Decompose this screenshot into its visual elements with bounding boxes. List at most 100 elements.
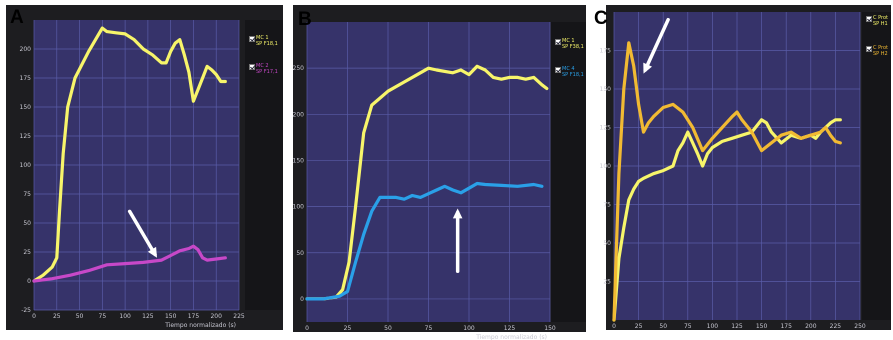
- legend-checkbox-b1[interactable]: [555, 39, 561, 45]
- series-line-1: [305, 64, 549, 301]
- panel-label-a: A: [10, 7, 24, 28]
- y-tick-label: 75: [23, 191, 31, 198]
- y-tick-label: 200: [20, 46, 32, 53]
- series-line-1: [32, 26, 227, 283]
- legend-series-sub: SP H2: [873, 51, 888, 57]
- y-tick-label: 150: [20, 104, 32, 111]
- legend-entry-c1: C Prot SP H1: [873, 15, 888, 27]
- legend-series-sub: SP F17,1: [256, 69, 278, 75]
- y-tick-label: 75: [603, 202, 611, 209]
- x-tick-label: 50: [659, 323, 667, 330]
- legend-area: [862, 12, 891, 320]
- legend-series-sub: SP F38,1: [562, 44, 584, 50]
- x-tick-label: 200: [805, 323, 817, 330]
- legend-entry-c2: C Prot SP H2: [873, 45, 888, 57]
- x-tick-label: 25: [635, 323, 643, 330]
- x-tick-label: 150: [544, 325, 556, 332]
- series-line-2: [612, 41, 842, 322]
- legend-series-name: C Prot: [873, 45, 888, 51]
- arrow-head: [147, 246, 157, 258]
- y-tick-label: 25: [603, 279, 611, 286]
- x-tick-label: 125: [731, 323, 743, 330]
- x-tick-label: 75: [425, 325, 433, 332]
- legend-series-name: MC 4: [562, 66, 575, 72]
- chart-a-svg: 0 25 50 75 100 125 150 175 200 225-25025507510012…: [6, 5, 283, 330]
- y-tick-label: 150: [600, 86, 612, 93]
- y-tick-label: 150: [293, 157, 304, 164]
- y-tick-label: 25: [23, 249, 31, 256]
- y-tick-label: 50: [23, 220, 31, 227]
- chart-panel-c: 0 25 50 75 100 125 150 175 200 225 250 25 50 75 100 125…: [590, 0, 893, 340]
- x-axis-label: Tiempo normalizado (s): [475, 334, 547, 340]
- legend-checkbox-a2[interactable]: [249, 64, 255, 70]
- x-tick-label: 25: [53, 313, 61, 320]
- x-tick-label: 250: [854, 323, 866, 330]
- x-tick-label: 150: [756, 323, 768, 330]
- legend-series-name: MC 2: [256, 63, 269, 69]
- x-axis-label: Tiempo normalizado (s): [164, 322, 236, 329]
- x-tick-label: 175: [780, 323, 792, 330]
- arrow-head: [643, 62, 652, 74]
- x-tick-label: 75: [99, 313, 107, 320]
- legend-series-name: C Prot: [873, 15, 888, 21]
- legend-series-sub: SP F18,1: [256, 41, 278, 47]
- x-tick-label: 150: [165, 313, 177, 320]
- arrow-shaft: [643, 17, 670, 72]
- legend-checkbox-b2[interactable]: [555, 67, 561, 73]
- y-tick-label: 175: [600, 48, 612, 55]
- x-tick-label: 125: [142, 313, 154, 320]
- x-tick-label: 100: [463, 325, 475, 332]
- y-tick-label: 0: [300, 296, 304, 303]
- panel-label-b: B: [298, 9, 312, 30]
- y-tick-label: 125: [20, 133, 32, 140]
- legend-entry-b2: MC 4 SP F18,1: [562, 66, 584, 78]
- x-tick-label: 225: [233, 313, 245, 320]
- legend-checkbox-a1[interactable]: [249, 36, 255, 42]
- panel-label-c: C: [594, 8, 608, 29]
- chart-panel-a: 0 25 50 75 100 125 150 175 200 225 -25 0 25 50 75 100 12…: [0, 0, 293, 340]
- legend-entry-a1: MC 1 SP F18,1: [256, 35, 278, 47]
- x-tick-label: 25: [344, 325, 352, 332]
- series-line-2: [305, 181, 544, 301]
- y-tick-label: 100: [20, 162, 32, 169]
- y-tick-label: 125: [600, 125, 612, 132]
- x-tick-label: 175: [188, 313, 200, 320]
- arrow-shaft: [127, 209, 157, 257]
- series-line-2: [32, 244, 227, 283]
- legend-series-name: MC 1: [256, 35, 269, 41]
- x-tick-label: 125: [504, 325, 516, 332]
- legend-entry-a2: MC 2 SP F17,1: [256, 63, 278, 75]
- x-tick-label: 100: [707, 323, 719, 330]
- legend-entry-b1: MC 1 SP F38,1: [562, 38, 584, 50]
- x-tick-label: 0: [305, 325, 309, 332]
- annotation-arrow: [452, 208, 463, 273]
- annotation-arrow: [127, 209, 157, 258]
- legend-checkbox-c1[interactable]: [866, 16, 872, 22]
- arrow-head: [452, 208, 463, 219]
- x-tick-label: 100: [119, 313, 131, 320]
- y-tick-label: 250: [293, 65, 304, 72]
- y-tick-label: 50: [603, 240, 611, 247]
- x-tick-label: 0: [32, 313, 36, 320]
- y-tick-label: 0: [27, 278, 31, 285]
- x-tick-label: 50: [384, 325, 392, 332]
- y-tick-label: 100: [600, 163, 612, 170]
- y-tick-label: 100: [293, 204, 304, 211]
- x-tick-label: 200: [210, 313, 222, 320]
- y-tick-label: 175: [20, 75, 32, 82]
- x-tick-label: 0: [612, 323, 616, 330]
- annotation-arrow: [643, 17, 670, 74]
- chart-b-svg: 0 25 50 75 100 125 150 0 50 100 150 200 250 Tiempo no…: [293, 5, 586, 340]
- legend-checkbox-c2[interactable]: [866, 46, 872, 52]
- x-tick-label: 75: [684, 323, 692, 330]
- legend-series-sub: SP H1: [873, 21, 888, 27]
- y-tick-label: 50: [296, 250, 304, 257]
- y-tick-label: 200: [293, 111, 304, 118]
- x-tick-label: 50: [76, 313, 84, 320]
- chart-panel-b: 0 25 50 75 100 125 150 0 50 100 150 200 250 Tiempo no…: [293, 0, 590, 340]
- chart-c-svg: 0 25 50 75 100 125 150 175 200 225 250 25 50 75 100 125…: [600, 5, 891, 330]
- x-tick-label: 225: [830, 323, 842, 330]
- legend-series-sub: SP F18,1: [562, 72, 584, 78]
- y-tick-label: -25: [21, 307, 31, 314]
- legend-series-name: MC 1: [562, 38, 575, 44]
